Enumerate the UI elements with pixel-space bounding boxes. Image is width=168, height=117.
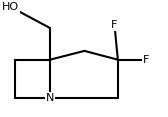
Text: HO: HO <box>2 2 19 12</box>
Text: N: N <box>46 93 54 103</box>
Text: F: F <box>143 55 150 65</box>
Text: F: F <box>111 20 118 30</box>
